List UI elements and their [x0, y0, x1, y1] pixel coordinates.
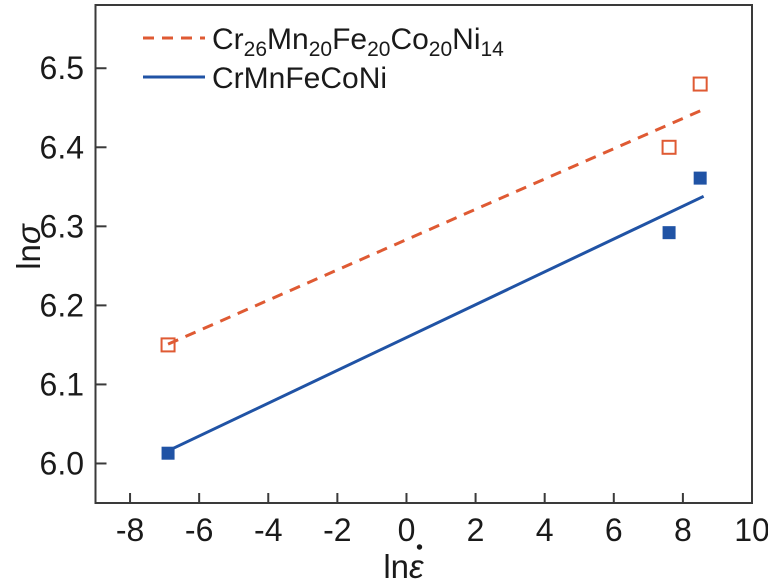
legend-entry-2: CrMnFeCoNi — [143, 62, 387, 95]
x-tick-label: 10 — [734, 512, 768, 548]
data-point-series-2 — [662, 226, 676, 240]
y-axis-title: lnσ — [10, 223, 47, 270]
y-tick-label: 6.5 — [40, 50, 84, 86]
data-point-series-1 — [661, 139, 677, 155]
y-tick-label: 6.0 — [40, 445, 84, 481]
fit-line-series-1 — [167, 107, 705, 346]
data-point-series-2 — [161, 446, 175, 460]
legend-label: CrMnFeCoNi — [212, 62, 387, 95]
y-tick-label: 6.3 — [40, 208, 84, 244]
x-tick-label: -6 — [185, 512, 213, 548]
legend-entry-1: Cr26Mn20Fe20Co20Ni14 — [143, 23, 504, 61]
x-tick-label: -2 — [323, 512, 351, 548]
y-axis-title-text: lnσ — [10, 223, 47, 270]
x-tick-label: 8 — [674, 512, 692, 548]
data-point-series-1 — [160, 337, 176, 353]
fit-line-series-2 — [167, 194, 705, 453]
legend-label: Cr26Mn20Fe20Co20Ni14 — [212, 23, 504, 61]
plot-frame — [94, 4, 753, 504]
x-tick-label: 2 — [467, 512, 485, 548]
x-tick-label: -4 — [254, 512, 282, 548]
x-tick-label: 0 — [398, 512, 416, 548]
x-tick-label: 6 — [605, 512, 623, 548]
data-point-series-2 — [693, 171, 707, 185]
y-tick-label: 6.1 — [40, 366, 84, 402]
x-tick-label: 4 — [536, 512, 554, 548]
y-tick-label: 6.2 — [40, 287, 84, 323]
y-tick-label: 6.4 — [40, 129, 84, 165]
x-tick-label: -8 — [116, 512, 144, 548]
x-axis-title-overdot — [416, 544, 423, 550]
data-point-series-1 — [692, 76, 708, 92]
x-axis-title-prefix: ln — [383, 548, 409, 585]
x-axis-title-symbol: ε — [409, 548, 424, 585]
